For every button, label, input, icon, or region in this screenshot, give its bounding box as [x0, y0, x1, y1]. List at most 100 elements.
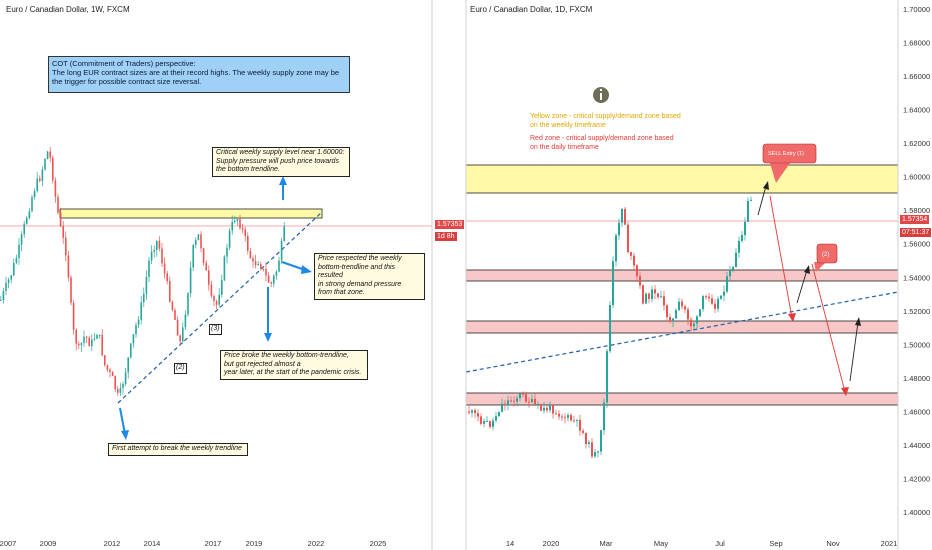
weekly-candle — [46, 151, 49, 159]
weekly-candle — [137, 319, 140, 325]
weekly-bottom-trendline — [117, 211, 323, 404]
trendline-break-note: Price broke the weekly bottom-trendline,… — [220, 350, 368, 380]
weekly-candle — [26, 217, 28, 224]
daily-candle — [738, 240, 740, 253]
weekly-candle — [161, 248, 163, 264]
daily-candle — [552, 404, 554, 414]
weekly-candle — [215, 301, 218, 305]
weekly-candle — [166, 273, 168, 282]
daily-candle — [669, 317, 671, 322]
weekly-x-tick: 2014 — [144, 539, 161, 548]
weekly-candle — [234, 220, 236, 222]
daily-candle — [504, 403, 506, 406]
weekly-candle — [197, 234, 200, 241]
weekly-candle — [132, 334, 135, 344]
weekly-candle — [262, 268, 265, 270]
weekly-candle — [80, 342, 83, 346]
daily-candle — [486, 420, 488, 422]
projection-path — [757, 181, 861, 396]
daily-x-tick: Sep — [769, 539, 782, 548]
daily-candle — [570, 414, 572, 421]
supply-level-note: Critical weekly supply level near 1.6000… — [212, 147, 350, 177]
daily-candle — [612, 261, 614, 306]
daily-candle — [636, 265, 638, 277]
weekly-candle — [145, 277, 148, 294]
weekly-candle — [192, 244, 194, 268]
red-legend-line-1: Red zone - critical supply/demand zone b… — [530, 135, 674, 142]
daily-y-tick: 1.46000 — [903, 407, 930, 416]
daily-candle — [603, 402, 605, 431]
daily-candle — [489, 420, 491, 427]
daily-candle — [555, 413, 557, 415]
daily-candle — [630, 252, 632, 256]
daily-candles — [468, 196, 752, 459]
daily-candle — [591, 442, 593, 457]
daily-y-tick: 1.54000 — [903, 273, 930, 282]
weekly-candle — [78, 343, 80, 346]
daily-candle — [651, 289, 653, 299]
daily-x-tick: Mar — [600, 539, 613, 548]
weekly-candle — [226, 247, 228, 257]
daily-candle — [564, 416, 566, 418]
weekly-candle — [23, 223, 25, 235]
weekly-candle — [210, 284, 213, 296]
daily-y-tick: 1.56000 — [903, 240, 930, 249]
weekly-candle — [70, 277, 72, 303]
daily-y-tick: 1.42000 — [903, 474, 930, 483]
daily-candle — [744, 221, 746, 236]
weekly-candle — [156, 240, 158, 250]
weekly-candle — [252, 258, 254, 262]
weekly-candle — [2, 290, 5, 300]
weekly-candle — [49, 151, 51, 158]
daily-y-tick: 1.50000 — [903, 340, 930, 349]
weekly-candle — [254, 261, 257, 266]
weekly-candle — [13, 263, 15, 276]
daily-red-zone-2 — [465, 320, 899, 334]
daily-candle — [750, 199, 752, 201]
weekly-candle — [135, 324, 137, 335]
daily-candle — [615, 235, 617, 262]
weekly-x-tick: 2019 — [246, 539, 263, 548]
daily-candle — [594, 452, 596, 457]
daily-candle — [627, 224, 629, 253]
daily-candle — [519, 393, 521, 399]
daily-candle — [468, 411, 470, 413]
daily-y-tick: 1.66000 — [903, 72, 930, 81]
weekly-candle — [119, 388, 122, 393]
weekly-candle — [59, 212, 62, 227]
daily-candle — [471, 410, 473, 413]
weekly-candle — [31, 197, 33, 212]
weekly-x-tick: 2025 — [370, 539, 387, 548]
daily-candle — [483, 421, 485, 424]
daily-red-zone-3 — [465, 392, 899, 406]
daily-candle — [621, 208, 623, 223]
weekly-candle — [202, 248, 205, 263]
weekly-candle — [101, 334, 103, 356]
daily-y-axis: 1.70000 1.68000 1.66000 1.64000 1.62000 1.600… — [903, 5, 930, 517]
sell-entry-callout: SELL Entry (1) — [762, 143, 817, 183]
weekly-candle — [41, 169, 44, 181]
daily-candle — [723, 291, 725, 296]
weekly-candle — [93, 338, 96, 340]
daily-yellow-zone — [465, 164, 899, 194]
daily-candle — [720, 295, 722, 299]
weekly-candle — [67, 255, 70, 278]
daily-candle — [741, 235, 743, 241]
daily-candle — [537, 403, 539, 405]
weekly-candle — [98, 334, 101, 336]
daily-candle — [678, 301, 680, 311]
yellow-legend-line-2: on the weekly timeframe — [530, 122, 606, 129]
wave-label-3: (3) — [209, 324, 222, 335]
weekly-candle — [241, 227, 244, 230]
weekly-candle — [283, 226, 285, 242]
daily-candle — [516, 398, 518, 402]
daily-candle — [708, 296, 710, 299]
daily-candle — [540, 403, 542, 411]
daily-candle — [657, 293, 659, 298]
daily-candle — [498, 411, 500, 417]
daily-candle — [726, 276, 728, 292]
daily-candle — [681, 301, 683, 307]
weekly-candle — [163, 263, 166, 274]
daily-candle — [531, 398, 533, 403]
daily-y-tick: 1.58000 — [903, 206, 930, 215]
